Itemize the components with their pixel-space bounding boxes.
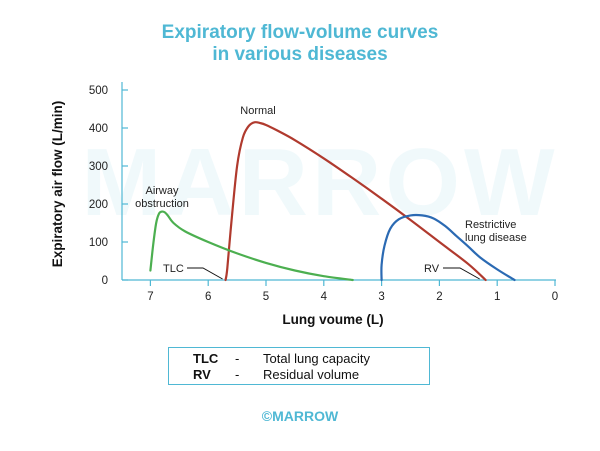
x-tick-label: 0 [552,291,558,303]
legend-abbr: TLC [193,351,219,366]
tlc-leader-line [187,267,223,280]
x-axis-label: Lung voume (L) [282,312,383,327]
legend-abbr: RV [193,367,211,382]
rv-leader-line [443,267,480,280]
y-tick-label: 400 [89,123,108,135]
legend-dash: - [235,351,240,366]
y-tick-label: 500 [89,85,108,97]
legend-dash: - [235,367,240,382]
y-tick-label: 200 [89,199,108,211]
restrictive-label: Restrictive lung disease [465,219,527,244]
y-tick-label: 0 [102,275,108,287]
x-tick-label: 5 [263,291,269,303]
y-tick-label: 300 [89,161,108,173]
x-tick-label: 7 [147,291,153,303]
airway-obstruction-curve [149,210,354,282]
x-tick-label: 1 [494,291,500,303]
legend-text: Total lung capacity [263,351,370,366]
legend-text: Residual volume [263,367,360,382]
y-tick-label: 100 [89,237,108,249]
chart-title-line-1: Expiratory flow-volume curves [161,22,439,43]
normal-curve [224,121,487,282]
flow-volume-chart: 0 100 200 300 400 500 7 6 5 4 3 2 1 0 Normal Airway obs… [50,82,558,327]
x-tick-label: 3 [378,291,384,303]
airway-obstruction-label: Airway obstruction [135,185,189,210]
legend-row-tlc: TLC - Total lung capacity [193,351,370,367]
legend-box: TLC - Total lung capacity RV - Residual volu… [168,347,430,385]
chart-title: Expiratory flow-volume curves in various… [0,22,600,66]
watermark: MARROW [81,129,559,236]
brand-logo: ©MARROW [261,408,339,424]
rv-label: RV [424,263,440,275]
tlc-label: TLC [163,263,184,275]
y-axis-label: Expiratory air flow (L/min) [50,101,65,268]
x-tick-label: 4 [321,291,328,303]
restrictive-lung-disease-curve [380,213,516,282]
x-tick-label: 6 [205,291,211,303]
chart-title-line-2: in various diseases [212,44,388,65]
x-tick-label: 2 [436,291,442,303]
normal-label: Normal [240,105,275,117]
legend-row-rv: RV - Residual volume [193,367,359,383]
